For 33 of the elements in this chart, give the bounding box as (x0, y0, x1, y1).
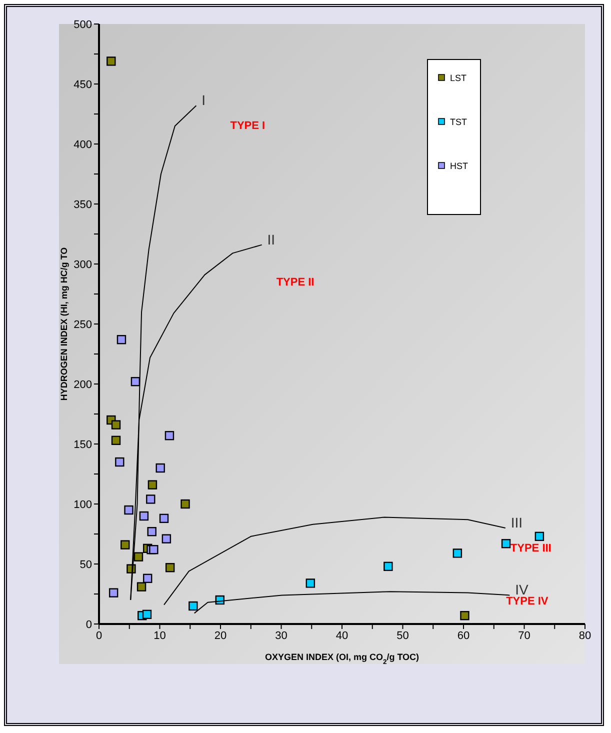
y-axis-title: HYDROGEN INDEX (HI, mg HC/g TO (59, 247, 69, 401)
legend-label: LST (450, 73, 467, 83)
series-label: I (202, 92, 206, 108)
x-tick-label: 40 (336, 630, 348, 642)
series-label: IV (515, 582, 530, 598)
x-tick-label: 80 (578, 630, 592, 642)
y-tick-label: 250 (74, 318, 92, 331)
series-label: II (267, 231, 276, 248)
x-tick-label: 70 (518, 630, 530, 642)
y-tick-label: 200 (74, 378, 92, 391)
x-tick-label: 50 (396, 630, 409, 642)
y-tick-label: 50 (80, 558, 92, 571)
x-tick-label: 60 (457, 630, 470, 642)
annotation: TYPE IV (506, 596, 549, 608)
y-tick-label: 350 (74, 198, 92, 211)
legend-label: TST (450, 117, 467, 127)
y-tick-label: 400 (74, 138, 92, 151)
y-tick-label: 450 (74, 78, 92, 91)
y-tick-label: 300 (74, 258, 92, 271)
series-label: III (510, 514, 523, 530)
annotation: TYPE III (510, 542, 552, 554)
legend-label: HST (450, 161, 468, 171)
y-tick-label: 0 (86, 618, 92, 631)
x-axis-title: OXYGEN INDEX (OI, mg CO$_{2}$/g TOC) (264, 652, 420, 666)
x-tick-label: 10 (154, 630, 166, 642)
y-tick-label: 150 (74, 438, 92, 451)
y-tick-label: 100 (74, 498, 92, 511)
y-tick-label: 500 (74, 18, 92, 31)
x-tick-label: 30 (275, 630, 288, 642)
annotation: TYPE I (230, 120, 266, 132)
x-tick-label: 0 (96, 630, 102, 642)
annotation: TYPE II (276, 276, 314, 288)
x-tick-label: 20 (214, 630, 227, 642)
